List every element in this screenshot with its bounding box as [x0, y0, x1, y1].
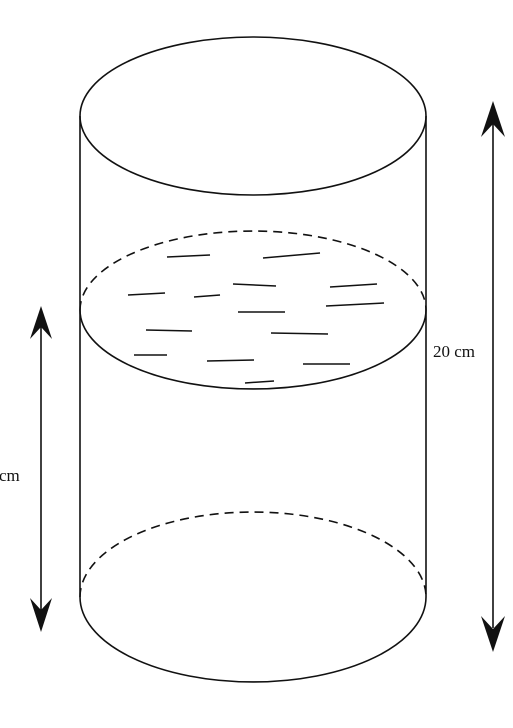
water-height-label: cm [0, 466, 20, 485]
cylinder-bottom-back [79, 511, 427, 598]
cylinder-top-ellipse [79, 36, 427, 196]
total-height-arrow-bottom-head [481, 616, 505, 652]
water-height-arrow-top-head [30, 306, 52, 339]
water-hatch-marks [127, 252, 385, 384]
cylinder-bottom-front [79, 596, 427, 683]
total-height-label: 20 cm [433, 342, 476, 361]
water-surface-front [79, 309, 427, 390]
water-surface-back [79, 230, 427, 311]
water-height-arrow-bottom-head [30, 598, 52, 632]
total-height-arrow-top-head [481, 101, 505, 137]
